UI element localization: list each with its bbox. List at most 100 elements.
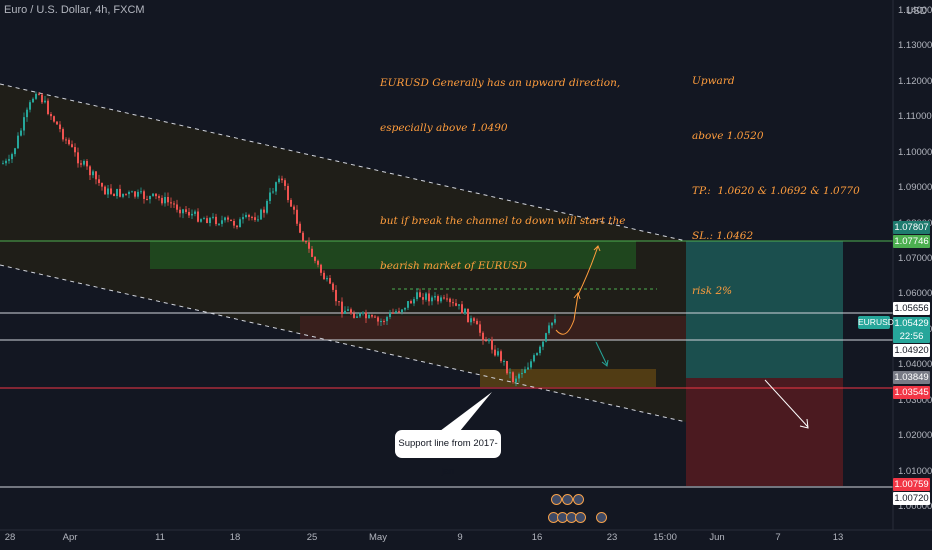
candle-body — [11, 154, 13, 160]
price-tick-label: 1.10000 — [898, 146, 932, 158]
candle-body — [374, 316, 376, 318]
candle-body — [35, 93, 37, 99]
price-label-stop-low: 1.00759 — [893, 478, 930, 491]
price-label-upper: 1.05656 — [893, 302, 930, 315]
candle-body — [338, 301, 340, 303]
candle-body — [272, 191, 274, 193]
candle-body — [209, 217, 211, 224]
candle-body — [356, 316, 358, 318]
candle-body — [257, 219, 259, 221]
candle-body — [425, 293, 427, 300]
candle-body — [446, 298, 448, 300]
candle-body — [38, 93, 40, 95]
candle-body — [245, 214, 247, 218]
candle-body — [554, 319, 556, 323]
candle-body — [488, 339, 490, 342]
support-zone — [480, 369, 656, 387]
event-flag-icon[interactable] — [575, 512, 586, 523]
candles-layer — [2, 91, 556, 387]
candle-body — [404, 307, 406, 310]
candle-body — [92, 171, 94, 176]
candle-body — [86, 160, 88, 167]
candle-body — [230, 219, 232, 221]
candle-body — [104, 186, 106, 195]
candle-body — [407, 301, 409, 308]
candle-body — [248, 214, 250, 217]
candle-body — [77, 152, 79, 164]
candle-body — [62, 129, 64, 140]
resistance-zone — [150, 241, 636, 269]
candle-body — [455, 303, 457, 306]
candle-body — [47, 100, 49, 115]
candle-body — [398, 311, 400, 313]
candle-body — [203, 218, 205, 220]
analysis-note: EURUSD Generally has an upward direction… — [380, 46, 625, 289]
projection-arrowhead-up-1 — [593, 245, 601, 252]
event-flag-icon[interactable] — [573, 494, 584, 505]
bearish-arrowhead — [799, 418, 809, 429]
candle-body — [263, 209, 265, 213]
candle-body — [53, 116, 55, 122]
candle-body — [161, 197, 163, 204]
candle-body — [182, 209, 184, 214]
candle-body — [359, 313, 361, 317]
candle-body — [275, 182, 277, 192]
candle-body — [293, 206, 295, 210]
candle-body — [218, 223, 220, 225]
price-tick-label: 1.11000 — [898, 111, 932, 123]
candle-body — [524, 369, 526, 374]
candle-body — [8, 159, 10, 161]
time-tick-label: 28 — [4, 532, 16, 543]
candle-body — [521, 373, 523, 375]
price-label-resistance: 1.07746 — [893, 235, 930, 248]
time-tick-label: 15:00 — [653, 532, 677, 543]
candle-body — [236, 225, 238, 228]
candle-body — [266, 200, 268, 213]
candle-body — [119, 188, 121, 197]
candle-body — [95, 171, 97, 180]
candle-body — [437, 296, 439, 302]
candle-body — [413, 299, 415, 304]
price-tick-label: 1.00000 — [898, 501, 932, 512]
time-tick-label: 13 — [832, 532, 844, 543]
candle-body — [500, 351, 502, 362]
candle-body — [443, 297, 445, 299]
time-tick-label: May — [369, 532, 387, 543]
candle-body — [329, 278, 331, 284]
candle-body — [167, 196, 169, 203]
candle-body — [497, 351, 499, 356]
candle-body — [428, 293, 430, 302]
candle-body — [530, 361, 532, 368]
candle-body — [194, 211, 196, 214]
candle-body — [137, 191, 139, 197]
time-tick-label: 9 — [457, 532, 463, 543]
candle-body — [383, 321, 385, 323]
candle-body — [215, 216, 217, 225]
candle-body — [56, 121, 58, 125]
event-flag-icon[interactable] — [551, 494, 562, 505]
event-flag-icon[interactable] — [562, 494, 573, 505]
economic-events[interactable] — [548, 492, 618, 530]
candle-body — [326, 278, 328, 280]
candle-body — [176, 204, 178, 210]
trade-plan-note: Upward above 1.0520 TP.: 1.0620 & 1.0692… — [692, 44, 860, 324]
current-price: 1.05429 — [894, 318, 929, 329]
candle-body — [473, 318, 475, 321]
candle-body — [410, 301, 412, 304]
candle-body — [353, 313, 355, 318]
price-tick-label: 1.12000 — [898, 75, 932, 87]
candle-body — [254, 217, 256, 220]
candle-body — [506, 361, 508, 374]
candle-body — [239, 219, 241, 228]
time-tick-label: Apr — [62, 532, 78, 543]
event-flag-icon[interactable] — [596, 512, 607, 523]
candle-body — [173, 203, 175, 205]
candle-body — [83, 160, 85, 165]
plan-sl: SL.: 1.0462 — [692, 230, 754, 242]
candle-body — [344, 310, 346, 314]
candle-body — [23, 117, 25, 131]
time-tick-label: 16 — [531, 532, 543, 543]
price-tick-label: 1.02000 — [898, 430, 932, 442]
currency-label: USD — [906, 6, 928, 17]
